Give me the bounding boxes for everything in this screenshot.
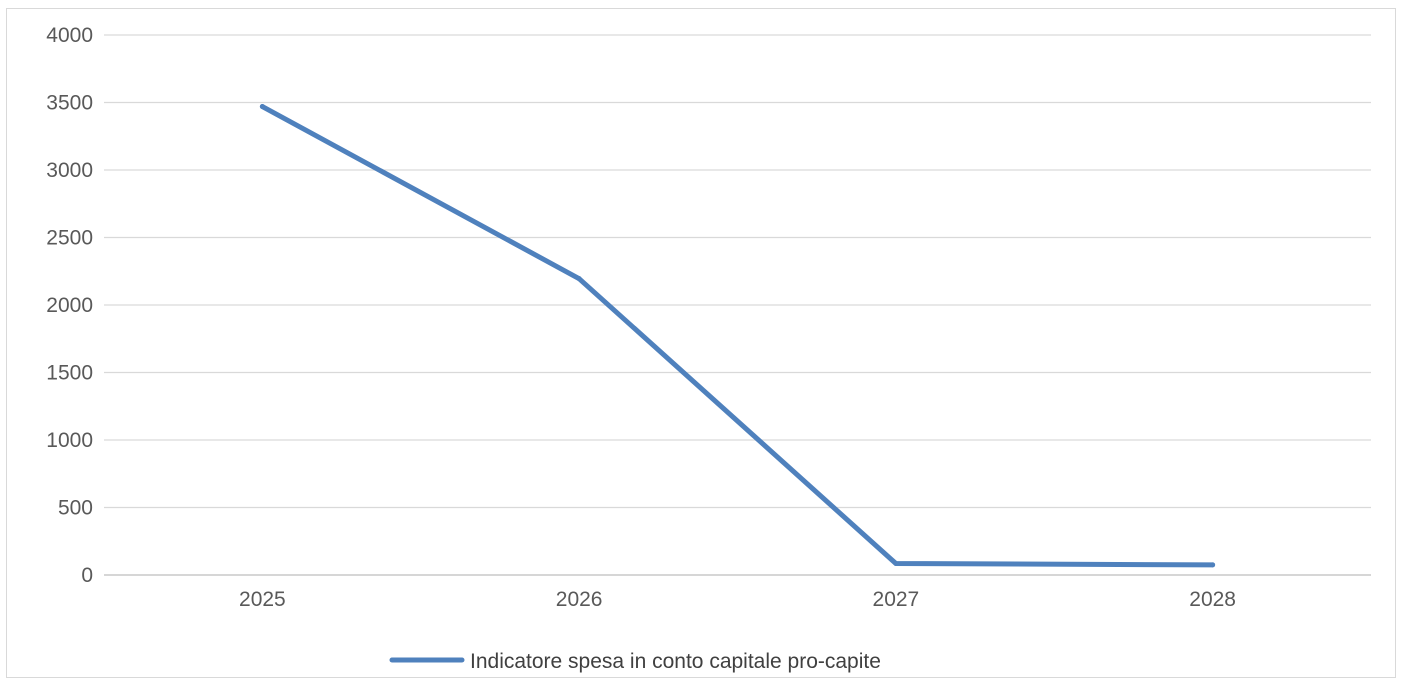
y-tick-label: 2500	[46, 227, 93, 250]
series-group	[259, 104, 1216, 568]
data-point	[893, 561, 899, 567]
y-tick-label: 2000	[46, 294, 93, 317]
y-tick-label: 1000	[46, 429, 93, 452]
y-tick-label: 4000	[46, 24, 93, 47]
x-tick-label: 2028	[1189, 588, 1236, 611]
legend-label: Indicatore spesa in conto capitale pro-c…	[470, 650, 881, 673]
y-tick-label: 3000	[46, 159, 93, 182]
data-point	[259, 104, 265, 110]
data-point	[1210, 562, 1216, 568]
y-tick-label: 500	[58, 497, 93, 520]
series-line-0	[259, 104, 1216, 568]
y-tick-label: 0	[81, 564, 93, 587]
legend: Indicatore spesa in conto capitale pro-c…	[389, 650, 881, 673]
data-point	[576, 276, 582, 282]
gridlines	[104, 34, 1371, 576]
x-tick-label: 2025	[239, 588, 286, 611]
y-axis: 0 500 1000 1500 2000 2500 3000 3500 4000	[46, 24, 93, 587]
x-axis: 2025 2026 2027 2028	[239, 588, 1236, 611]
x-tick-label: 2027	[873, 588, 920, 611]
y-tick-label: 3500	[46, 92, 93, 115]
y-tick-label: 1500	[46, 362, 93, 385]
x-tick-label: 2026	[556, 588, 603, 611]
